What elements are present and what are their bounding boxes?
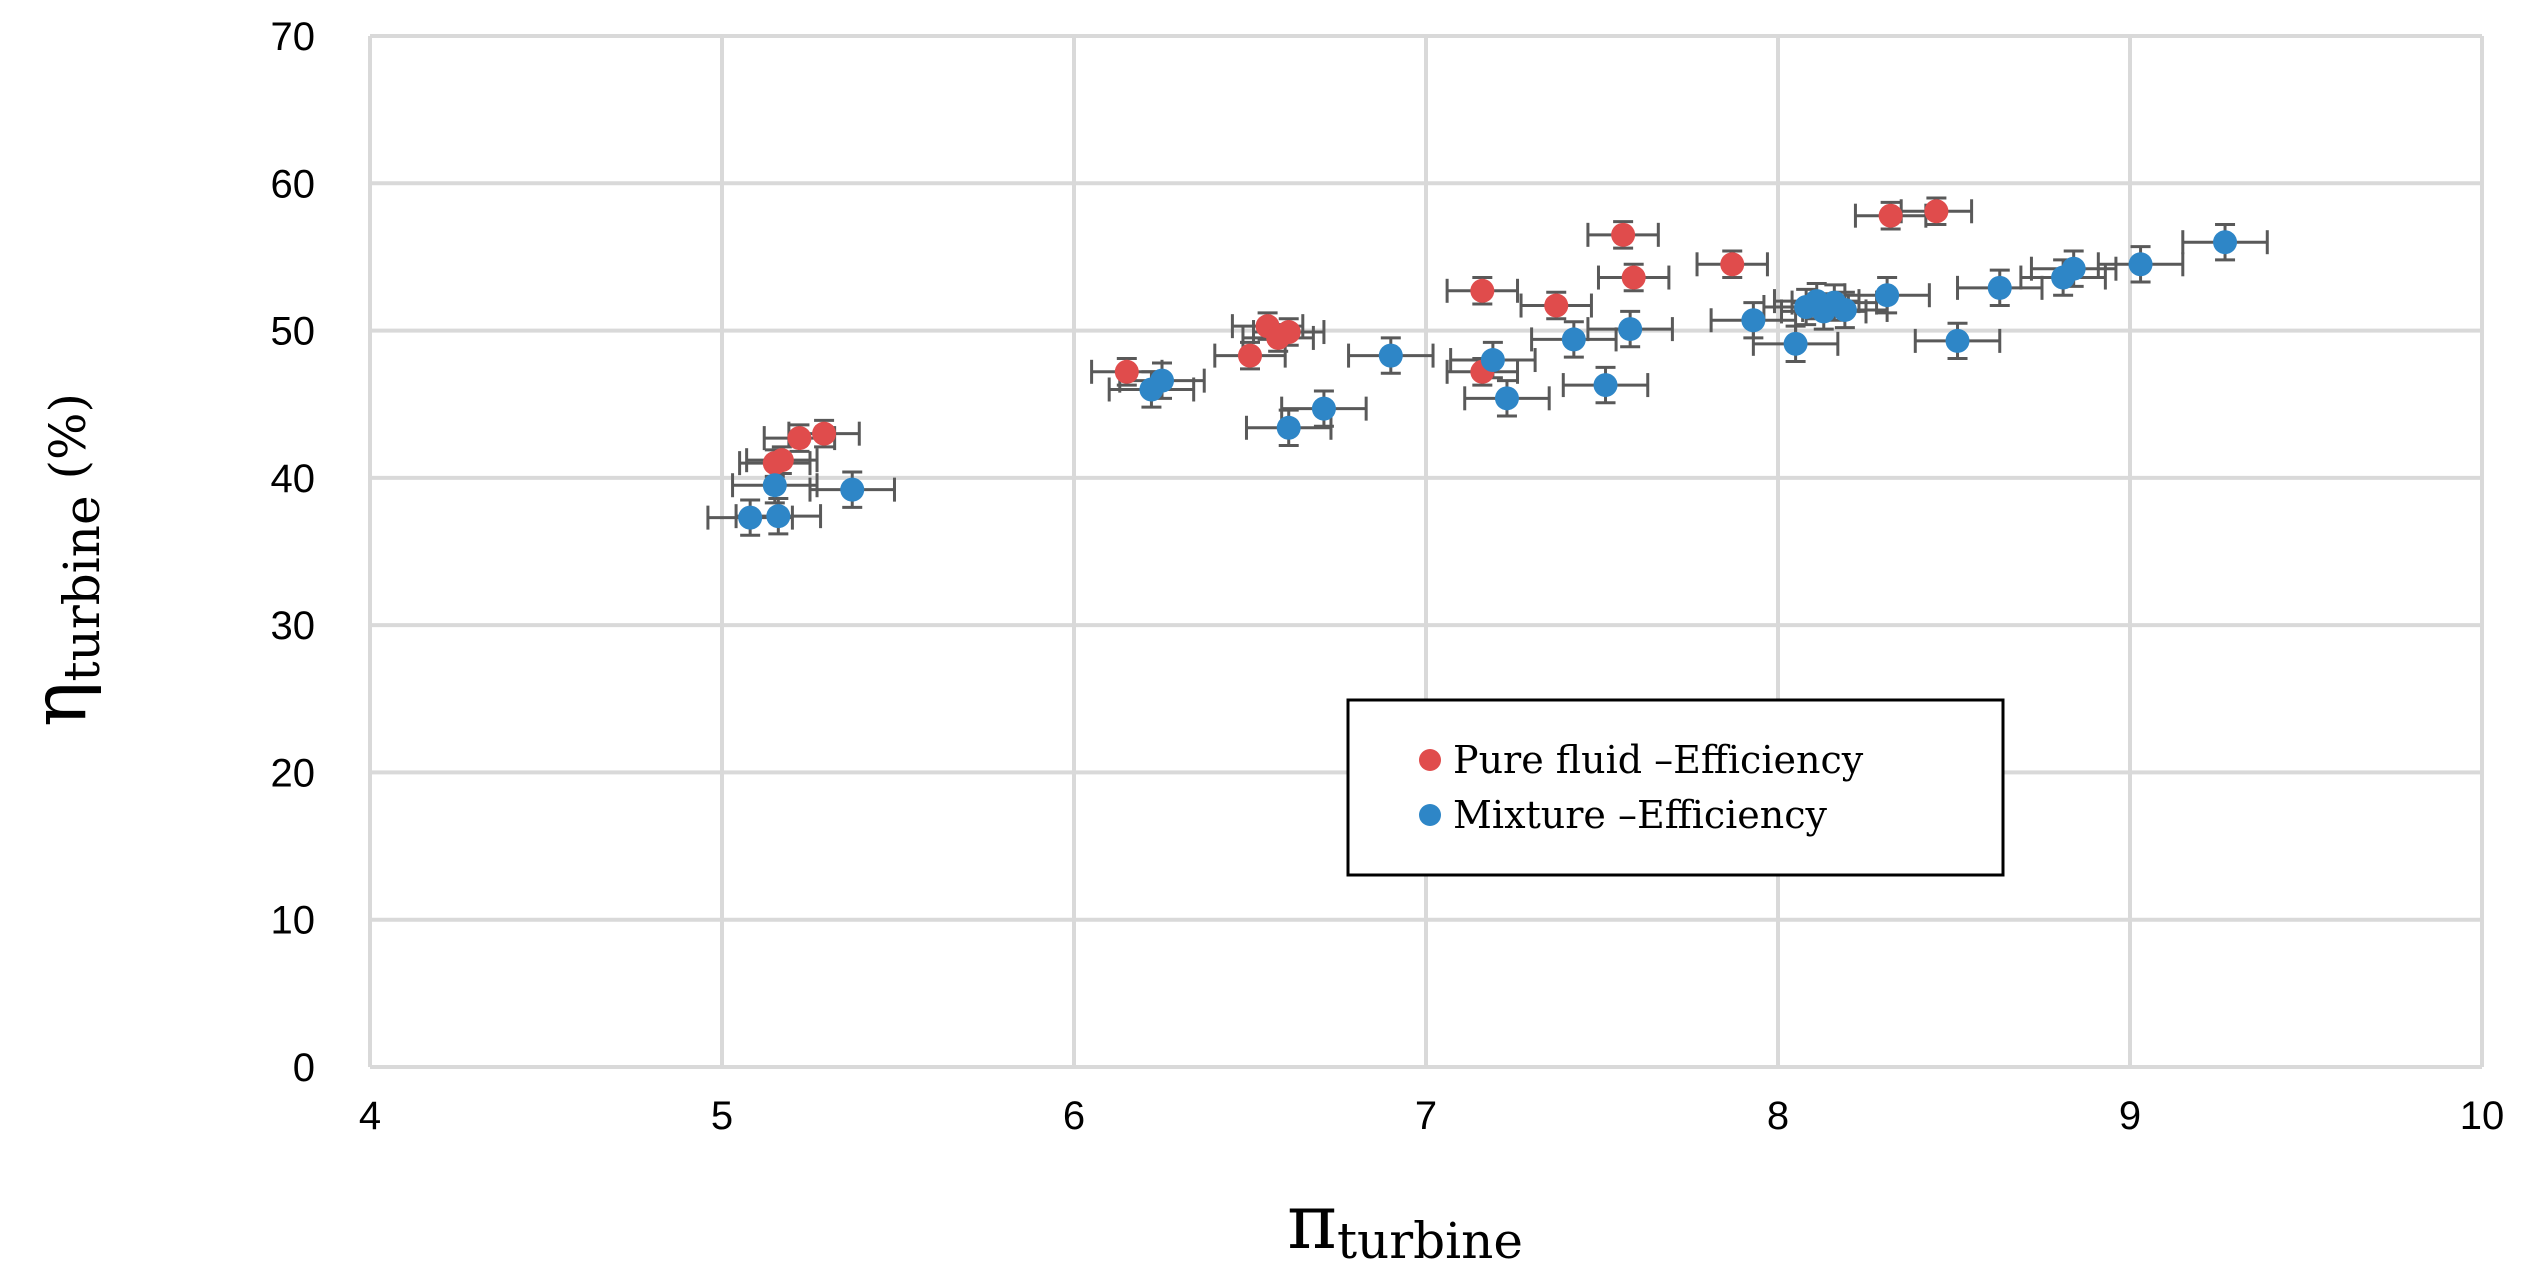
point-pure-fluid: [1621, 265, 1646, 290]
y-tick-label: 70: [271, 15, 316, 59]
point-pure-fluid: [769, 448, 794, 473]
legend-box: [1346, 698, 2005, 877]
y-tick-label: 10: [271, 899, 316, 943]
point-mixture: [1875, 283, 1900, 308]
x-tick-label: 5: [711, 1094, 733, 1138]
point-mixture: [762, 473, 787, 498]
point-mixture: [766, 504, 791, 529]
point-mixture: [840, 477, 865, 502]
point-pure-fluid: [1544, 293, 1569, 318]
point-pure-fluid: [812, 421, 837, 446]
y-tick-label: 20: [271, 751, 316, 795]
x-axis-symbol: π: [1287, 1177, 1337, 1266]
point-mixture: [738, 505, 763, 530]
x-axis-label: πturbine: [1287, 1177, 1523, 1270]
point-pure-fluid: [1924, 199, 1949, 224]
y-axis-label: ηturbine (%): [14, 393, 111, 727]
point-pure-fluid: [1470, 278, 1495, 303]
point-pure-fluid: [1276, 320, 1301, 345]
point-mixture: [1480, 348, 1505, 373]
y-tick-label: 50: [271, 310, 316, 354]
point-pure-fluid: [787, 426, 812, 451]
y-tick-label: 60: [271, 162, 316, 206]
x-axis-subscript: turbine: [1337, 1212, 1523, 1270]
legend-label-pure-fluid: Pure fluid –Efficiency: [1453, 738, 1864, 782]
point-pure-fluid: [1611, 222, 1636, 247]
y-tick-label: 40: [271, 457, 316, 501]
x-tick-label: 4: [359, 1094, 381, 1138]
point-mixture: [1150, 368, 1174, 393]
y-tick-label: 30: [271, 604, 316, 648]
gridlines: [368, 34, 2484, 1069]
y-axis-unit: (%): [39, 393, 97, 495]
tick-labels: 4 5 6 7 8 9 10 0 10 20 30 40 50 60 70: [271, 15, 2505, 1138]
x-tick-label: 8: [1767, 1094, 1789, 1138]
point-mixture: [2061, 256, 2086, 281]
y-tick-label: 0: [293, 1046, 315, 1090]
point-mixture: [2128, 252, 2153, 277]
point-pure-fluid: [1878, 203, 1903, 228]
point-mixture: [1945, 328, 1970, 353]
y-axis-symbol: η: [14, 681, 103, 727]
point-mixture: [1378, 343, 1403, 368]
point-mixture: [1741, 308, 1766, 333]
point-mixture: [1832, 297, 1857, 322]
point-pure-fluid: [1114, 359, 1139, 384]
point-pure-fluid: [1238, 343, 1262, 368]
point-mixture: [1783, 331, 1808, 356]
point-mixture: [1311, 396, 1336, 421]
point-mixture: [2213, 230, 2238, 255]
legend: Pure fluid –Efficiency Mixture –Efficien…: [1346, 698, 2005, 877]
point-mixture: [1276, 415, 1301, 440]
legend-marker-mixture: [1419, 804, 1441, 826]
y-axis-subscript: turbine: [53, 495, 111, 681]
point-mixture: [1561, 327, 1586, 352]
x-tick-label: 7: [1415, 1094, 1437, 1138]
point-mixture: [1593, 373, 1618, 398]
point-mixture: [1987, 275, 2012, 300]
legend-marker-pure-fluid: [1419, 749, 1441, 771]
x-tick-label: 6: [1063, 1094, 1085, 1138]
data-points: [738, 199, 2238, 530]
point-pure-fluid: [1720, 252, 1745, 277]
point-mixture: [1618, 317, 1643, 342]
x-tick-label: 9: [2119, 1094, 2141, 1138]
legend-label-mixture: Mixture –Efficiency: [1453, 793, 1828, 837]
x-tick-label: 10: [2460, 1094, 2505, 1138]
point-mixture: [1494, 386, 1519, 411]
